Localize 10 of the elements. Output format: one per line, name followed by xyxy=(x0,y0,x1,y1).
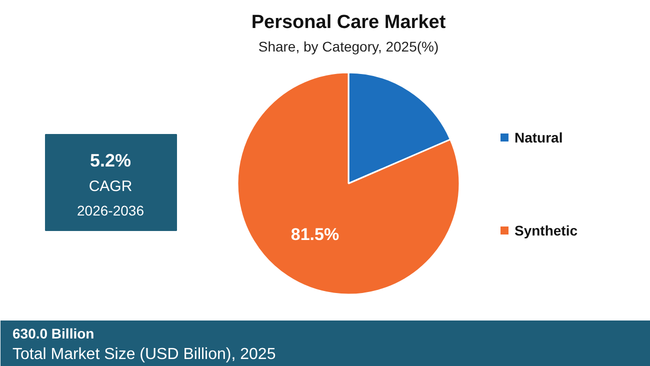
text: 630.0 Billion xyxy=(12,326,94,342)
text: Total Market Size (USD Billion), 2025 xyxy=(12,346,276,363)
text: 2026-2036 xyxy=(77,202,144,218)
legend-label: Natural xyxy=(514,130,563,146)
data-label: 81.5% xyxy=(290,225,340,244)
text: 5.2% xyxy=(90,150,132,170)
chart-subtitle: Share, by Category, 2025(%) xyxy=(258,38,439,54)
text: CAGR xyxy=(88,178,132,195)
chart-title: Personal Care Market xyxy=(251,12,446,33)
legend-label: Synthetic xyxy=(514,222,578,238)
